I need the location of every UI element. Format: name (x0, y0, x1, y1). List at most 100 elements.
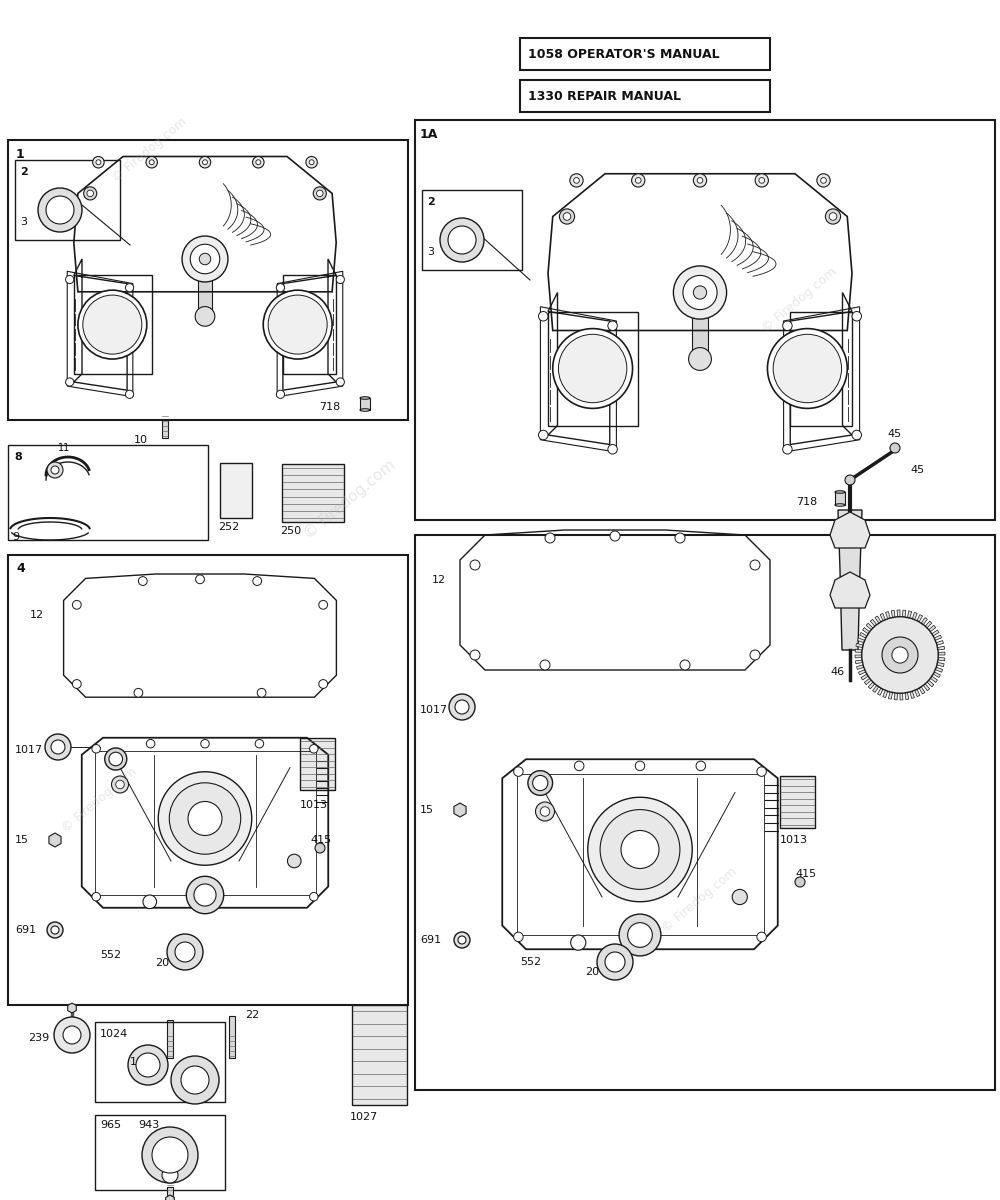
Circle shape (93, 156, 104, 168)
Polygon shape (888, 692, 893, 700)
Circle shape (882, 637, 918, 673)
Circle shape (470, 650, 480, 660)
Polygon shape (937, 662, 944, 667)
Circle shape (263, 290, 332, 359)
Circle shape (51, 926, 59, 934)
Text: 1058 OPERATOR'S MANUAL: 1058 OPERATOR'S MANUAL (528, 48, 720, 61)
Circle shape (545, 533, 555, 542)
Circle shape (46, 196, 74, 224)
Circle shape (821, 178, 826, 184)
Circle shape (755, 174, 768, 187)
Circle shape (72, 679, 81, 689)
Circle shape (134, 689, 143, 697)
Circle shape (610, 530, 620, 541)
Bar (548, 312, 638, 426)
Polygon shape (936, 641, 943, 646)
Circle shape (458, 936, 466, 944)
Polygon shape (910, 691, 914, 698)
Text: © Firedog.com: © Firedog.com (110, 115, 190, 185)
Text: 9: 9 (12, 532, 19, 542)
Text: 45: 45 (910, 464, 924, 475)
Text: 552: 552 (100, 950, 121, 960)
Polygon shape (921, 618, 927, 625)
Bar (300, 738, 335, 790)
Circle shape (448, 226, 476, 254)
Circle shape (588, 797, 692, 901)
Circle shape (116, 780, 124, 788)
Circle shape (105, 748, 127, 770)
Bar (220, 463, 252, 518)
Circle shape (697, 178, 703, 184)
Bar (360, 398, 370, 410)
Text: 1330 REPAIR MANUAL: 1330 REPAIR MANUAL (528, 90, 681, 103)
Circle shape (319, 600, 328, 610)
Circle shape (128, 1045, 168, 1085)
Circle shape (632, 174, 645, 187)
Circle shape (167, 934, 203, 970)
Circle shape (268, 295, 327, 354)
Polygon shape (866, 623, 873, 630)
Text: 2: 2 (20, 167, 28, 176)
Circle shape (336, 275, 344, 283)
Circle shape (38, 188, 82, 232)
Polygon shape (917, 614, 922, 622)
Circle shape (817, 174, 830, 187)
Circle shape (829, 212, 837, 221)
Circle shape (45, 734, 71, 760)
Circle shape (188, 802, 222, 835)
Circle shape (693, 174, 707, 187)
Bar (95, 1022, 225, 1102)
Circle shape (63, 1026, 81, 1044)
Circle shape (574, 178, 579, 184)
Circle shape (152, 1138, 188, 1174)
Ellipse shape (360, 409, 370, 412)
Text: 1027: 1027 (350, 1112, 378, 1122)
Bar (352, 1006, 407, 1105)
Circle shape (635, 178, 641, 184)
Text: 691: 691 (15, 925, 36, 935)
Polygon shape (919, 686, 925, 694)
Circle shape (313, 187, 326, 200)
Circle shape (862, 617, 938, 694)
Bar (415, 535, 995, 1090)
Text: 12: 12 (432, 575, 446, 584)
Bar (74, 275, 152, 373)
Circle shape (54, 1018, 90, 1054)
Circle shape (680, 660, 690, 670)
Polygon shape (929, 625, 936, 631)
Circle shape (470, 560, 480, 570)
Circle shape (66, 378, 74, 386)
Circle shape (825, 209, 841, 224)
Text: © Firedog.com: © Firedog.com (302, 457, 398, 542)
Polygon shape (925, 622, 932, 628)
Text: 1013: 1013 (300, 800, 328, 810)
Ellipse shape (835, 491, 845, 493)
Circle shape (675, 533, 685, 542)
Circle shape (440, 218, 484, 262)
Circle shape (536, 802, 554, 821)
Circle shape (689, 348, 711, 371)
Circle shape (199, 253, 211, 265)
Text: 718: 718 (796, 497, 817, 506)
Polygon shape (830, 512, 870, 548)
Bar (520, 38, 770, 70)
Circle shape (181, 1066, 209, 1094)
Polygon shape (873, 685, 879, 692)
Bar (8, 140, 408, 420)
Polygon shape (907, 611, 912, 618)
Text: 691: 691 (420, 935, 441, 946)
Circle shape (317, 190, 323, 197)
Bar (8, 445, 208, 540)
Text: 415: 415 (795, 869, 816, 878)
Circle shape (199, 156, 211, 168)
Circle shape (783, 320, 792, 330)
Text: 239: 239 (28, 1033, 49, 1043)
Polygon shape (903, 610, 906, 617)
Circle shape (540, 660, 550, 670)
Bar (422, 190, 522, 270)
Circle shape (256, 160, 261, 164)
Text: 45: 45 (888, 428, 902, 439)
Circle shape (190, 245, 220, 274)
Circle shape (570, 174, 583, 187)
Polygon shape (861, 674, 868, 680)
